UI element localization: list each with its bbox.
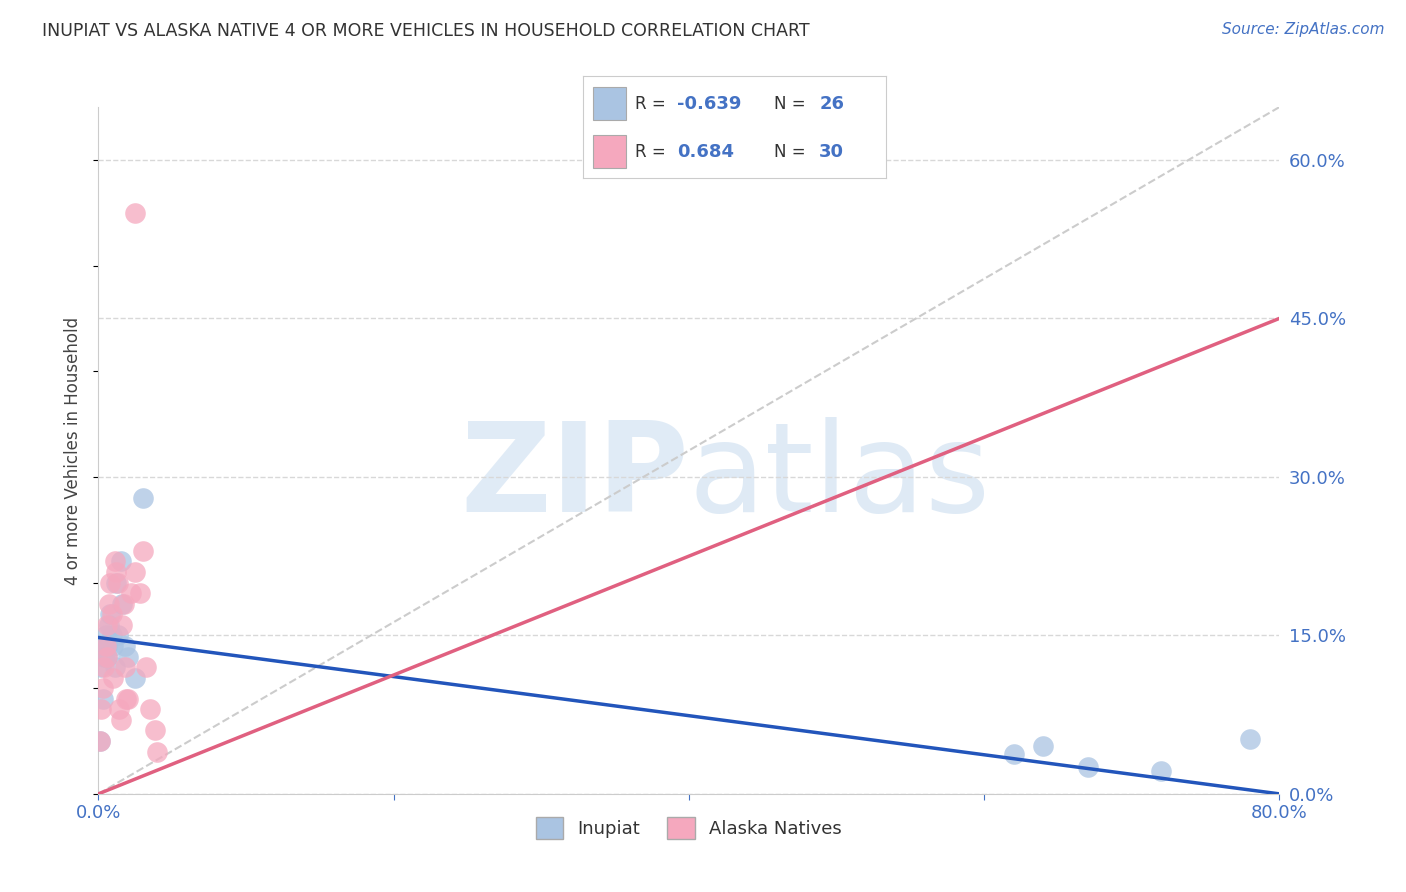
Point — [124, 671, 146, 685]
Point — [98, 607, 121, 622]
Point — [110, 554, 132, 568]
Text: 0.684: 0.684 — [678, 143, 734, 161]
Point — [117, 649, 139, 664]
Text: 26: 26 — [820, 95, 844, 112]
Point — [108, 702, 131, 716]
Point — [103, 671, 125, 685]
Point — [132, 544, 155, 558]
Point — [114, 660, 136, 674]
Point — [1032, 739, 1054, 754]
Point — [135, 660, 157, 674]
Point — [110, 713, 132, 727]
Point — [124, 565, 146, 579]
Text: atlas: atlas — [689, 417, 991, 539]
Point — [1150, 764, 1173, 778]
Point — [96, 639, 118, 653]
Point — [100, 628, 122, 642]
Text: 30: 30 — [820, 143, 844, 161]
Point — [91, 691, 114, 706]
Point — [111, 597, 134, 611]
Point — [1077, 760, 1099, 774]
Point — [107, 575, 129, 590]
Point — [90, 702, 112, 716]
Point — [93, 639, 115, 653]
Legend: Inupiat, Alaska Natives: Inupiat, Alaska Natives — [529, 810, 849, 847]
Point — [115, 691, 138, 706]
Point — [96, 649, 118, 664]
Point — [120, 586, 142, 600]
Point — [89, 734, 111, 748]
Point — [1002, 747, 1025, 761]
Y-axis label: 4 or more Vehicles in Household: 4 or more Vehicles in Household — [65, 317, 83, 584]
Point — [94, 639, 117, 653]
Point — [128, 586, 150, 600]
Point — [139, 702, 162, 716]
Point — [93, 649, 115, 664]
FancyBboxPatch shape — [592, 136, 626, 168]
Point — [104, 660, 127, 674]
Text: R =: R = — [636, 95, 671, 112]
Point — [89, 734, 111, 748]
Point — [96, 649, 118, 664]
Point — [111, 617, 134, 632]
Point — [143, 723, 166, 738]
Point — [114, 639, 136, 653]
Point — [91, 681, 114, 696]
FancyBboxPatch shape — [592, 87, 626, 120]
Point — [146, 745, 169, 759]
Text: -0.639: -0.639 — [678, 95, 741, 112]
Point — [117, 691, 139, 706]
Text: R =: R = — [636, 143, 676, 161]
Point — [104, 554, 127, 568]
Text: INUPIAT VS ALASKA NATIVE 4 OR MORE VEHICLES IN HOUSEHOLD CORRELATION CHART: INUPIAT VS ALASKA NATIVE 4 OR MORE VEHIC… — [42, 22, 810, 40]
Point — [97, 597, 120, 611]
Point — [97, 617, 120, 632]
Point — [98, 575, 121, 590]
Text: Source: ZipAtlas.com: Source: ZipAtlas.com — [1222, 22, 1385, 37]
Text: N =: N = — [773, 143, 811, 161]
Point — [100, 607, 122, 622]
Point — [112, 597, 135, 611]
Point — [93, 660, 115, 674]
Point — [132, 491, 155, 505]
Point — [124, 205, 146, 219]
Point — [103, 639, 125, 653]
Text: N =: N = — [773, 95, 811, 112]
Point — [90, 660, 112, 674]
Point — [107, 628, 129, 642]
Text: ZIP: ZIP — [460, 417, 689, 539]
Point — [96, 617, 118, 632]
Point — [1239, 731, 1261, 746]
Point — [105, 565, 128, 579]
Point — [94, 628, 117, 642]
Point — [105, 575, 128, 590]
